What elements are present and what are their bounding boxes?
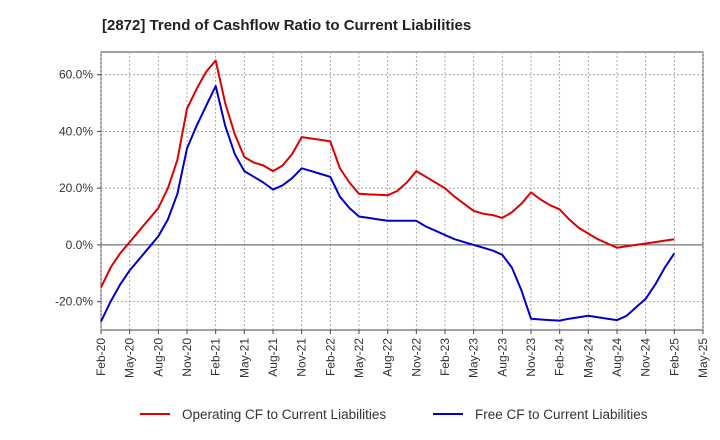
legend-operating-cf-label: Operating CF to Current Liabilities: [182, 407, 386, 422]
x-tick-label: May-25: [696, 338, 710, 378]
x-tick-label: Feb-25: [667, 338, 681, 376]
x-tick-label: May-24: [581, 338, 595, 378]
x-tick-label: Aug-24: [610, 338, 624, 377]
x-tick-label: Nov-22: [409, 338, 423, 377]
plot-area: [100, 51, 704, 331]
series-lines: [100, 59, 676, 322]
x-tick-label: Nov-20: [180, 338, 194, 377]
x-tick-label: Feb-22: [323, 338, 337, 376]
x-tick-label: Nov-21: [295, 338, 309, 377]
y-tick-label: 60.0%: [59, 68, 93, 82]
operating-cf-line: [100, 59, 675, 288]
y-tick-label: -20.0%: [55, 295, 93, 309]
y-axis-ticks: -20.0% 0.0% 20.0% 40.0% 60.0%: [55, 68, 101, 309]
horizontal-gridlines: [101, 74, 703, 303]
x-tick-label: Feb-21: [209, 338, 223, 376]
y-tick-label: 20.0%: [59, 181, 93, 195]
x-tick-label: Nov-24: [639, 338, 653, 377]
x-axis-ticks: Feb-20 May-20 Aug-20 Nov-20 Feb-21 May-21 Aug-…: [94, 330, 710, 378]
x-tick-label: May-22: [352, 338, 366, 378]
legend: Operating CF to Current Liabilities Free …: [140, 407, 648, 422]
legend-free-cf-label: Free CF to Current Liabilities: [475, 407, 648, 422]
x-tick-label: Feb-24: [553, 338, 567, 376]
y-tick-label: 0.0%: [66, 238, 94, 252]
x-tick-label: Aug-21: [266, 338, 280, 377]
chart-title: [2872] Trend of Cashflow Ratio to Curren…: [102, 17, 471, 34]
x-tick-label: Feb-23: [438, 338, 452, 376]
x-tick-label: Feb-20: [94, 338, 108, 376]
x-tick-label: May-20: [123, 338, 137, 378]
x-tick-label: Aug-22: [381, 338, 395, 377]
x-tick-label: Nov-23: [524, 338, 538, 377]
free-cf-line: [100, 85, 676, 322]
x-tick-label: May-21: [237, 338, 251, 378]
x-tick-label: May-23: [467, 338, 481, 378]
y-tick-label: 40.0%: [59, 124, 93, 138]
x-tick-label: Aug-23: [495, 338, 509, 377]
x-tick-label: Aug-20: [151, 338, 165, 377]
